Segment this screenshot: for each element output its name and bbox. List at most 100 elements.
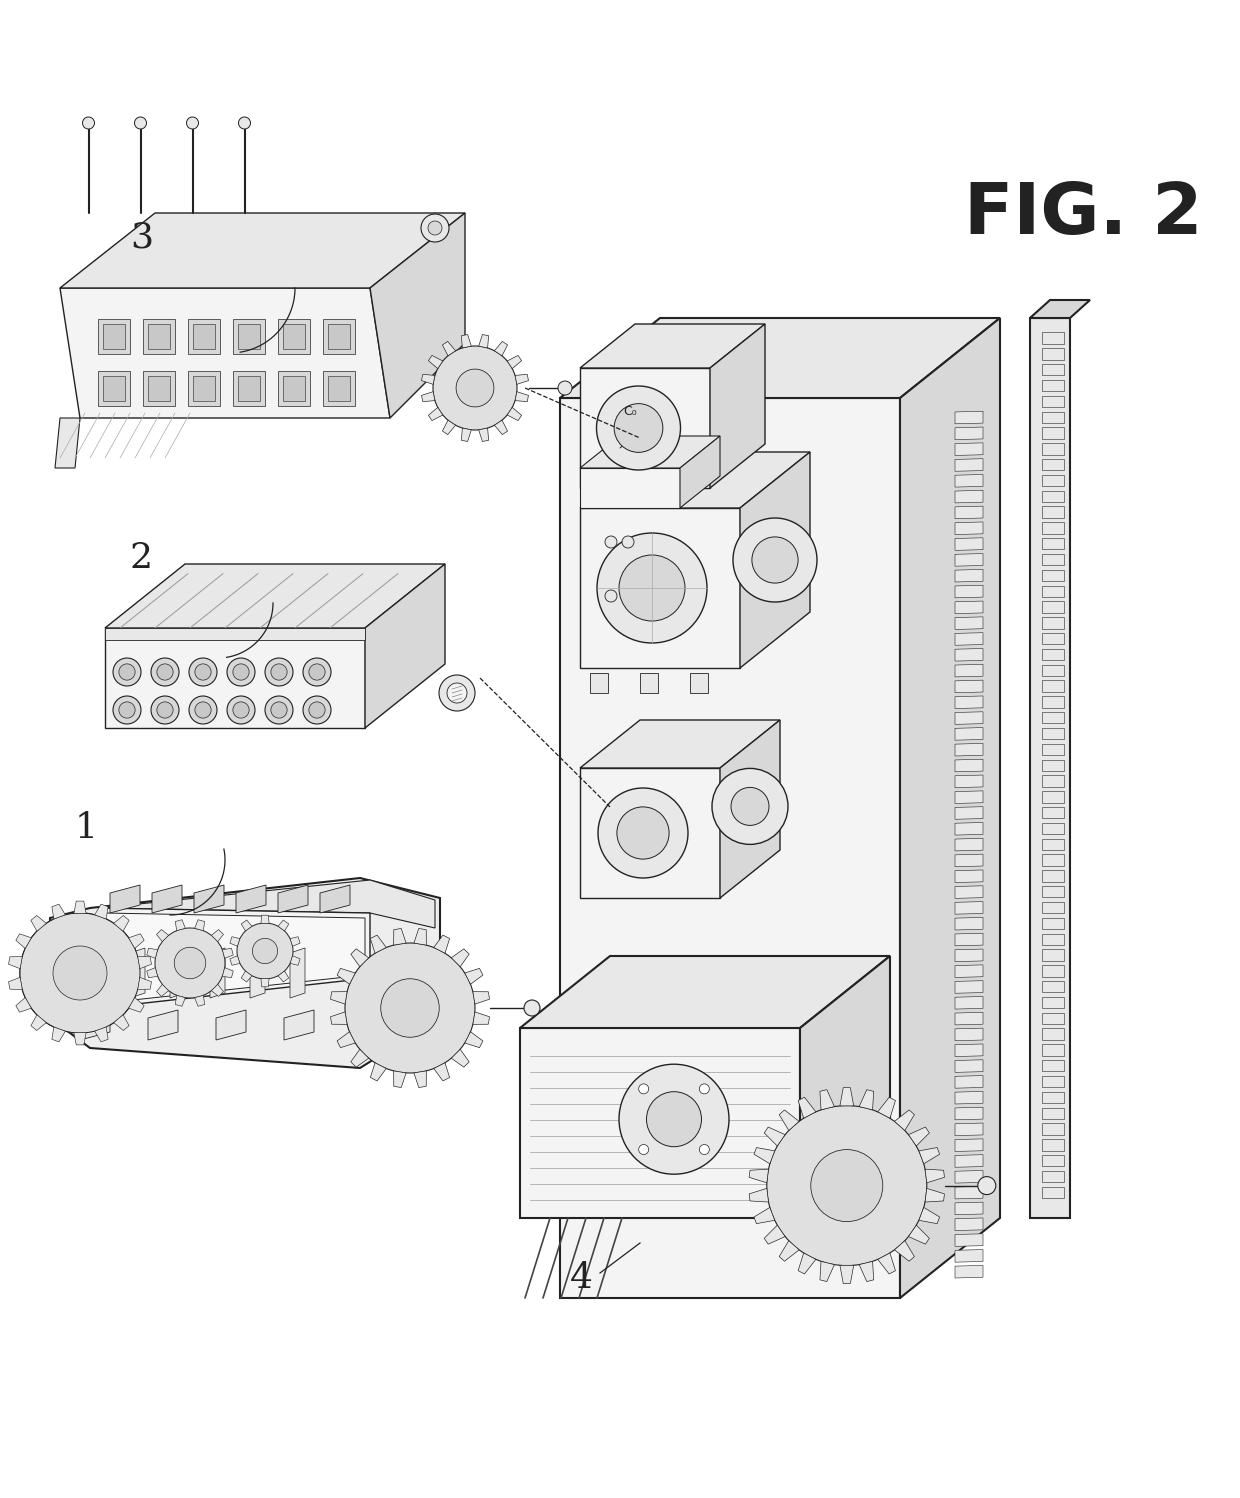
Text: 4: 4 bbox=[570, 1261, 593, 1294]
Polygon shape bbox=[909, 1225, 930, 1245]
Circle shape bbox=[155, 927, 224, 998]
Polygon shape bbox=[98, 372, 130, 406]
Polygon shape bbox=[143, 319, 175, 354]
Polygon shape bbox=[1042, 680, 1064, 692]
Polygon shape bbox=[290, 936, 300, 947]
Circle shape bbox=[428, 222, 441, 235]
Polygon shape bbox=[955, 1092, 983, 1104]
Polygon shape bbox=[100, 908, 370, 1008]
Polygon shape bbox=[955, 1013, 983, 1025]
Polygon shape bbox=[278, 372, 310, 406]
Polygon shape bbox=[236, 885, 267, 912]
Circle shape bbox=[237, 923, 293, 980]
Text: 1: 1 bbox=[74, 810, 98, 845]
Polygon shape bbox=[331, 992, 347, 1004]
Polygon shape bbox=[1042, 1155, 1064, 1167]
Polygon shape bbox=[371, 1062, 386, 1082]
Polygon shape bbox=[520, 956, 890, 1028]
Polygon shape bbox=[1042, 523, 1064, 533]
Polygon shape bbox=[1042, 506, 1064, 518]
Polygon shape bbox=[331, 1011, 347, 1025]
Polygon shape bbox=[105, 628, 365, 728]
Polygon shape bbox=[60, 213, 465, 288]
Polygon shape bbox=[250, 948, 265, 998]
Polygon shape bbox=[580, 436, 720, 467]
Polygon shape bbox=[146, 948, 157, 959]
Polygon shape bbox=[1042, 586, 1064, 596]
Polygon shape bbox=[479, 428, 489, 442]
Polygon shape bbox=[370, 213, 465, 418]
Circle shape bbox=[446, 683, 467, 703]
Polygon shape bbox=[955, 632, 983, 646]
Polygon shape bbox=[1042, 776, 1064, 786]
Polygon shape bbox=[233, 372, 265, 406]
Polygon shape bbox=[337, 1032, 355, 1047]
Polygon shape bbox=[955, 807, 983, 819]
Polygon shape bbox=[955, 822, 983, 834]
Polygon shape bbox=[955, 996, 983, 1010]
Polygon shape bbox=[422, 374, 435, 385]
Polygon shape bbox=[955, 1155, 983, 1167]
Polygon shape bbox=[955, 743, 983, 756]
Polygon shape bbox=[50, 878, 440, 1068]
Polygon shape bbox=[138, 957, 151, 969]
Polygon shape bbox=[1042, 348, 1064, 360]
Circle shape bbox=[195, 703, 211, 718]
Polygon shape bbox=[495, 419, 507, 434]
Circle shape bbox=[233, 664, 249, 680]
Polygon shape bbox=[955, 680, 983, 692]
Polygon shape bbox=[580, 721, 780, 768]
Polygon shape bbox=[1042, 965, 1064, 977]
Polygon shape bbox=[1042, 1029, 1064, 1040]
Polygon shape bbox=[515, 391, 528, 401]
Circle shape bbox=[345, 944, 475, 1073]
Polygon shape bbox=[955, 870, 983, 882]
Polygon shape bbox=[955, 1201, 983, 1215]
Polygon shape bbox=[1042, 996, 1064, 1008]
Polygon shape bbox=[1042, 791, 1064, 803]
Polygon shape bbox=[479, 334, 489, 348]
Polygon shape bbox=[1042, 822, 1064, 834]
Polygon shape bbox=[1042, 569, 1064, 581]
Polygon shape bbox=[580, 508, 740, 668]
Polygon shape bbox=[955, 569, 983, 583]
Circle shape bbox=[598, 788, 688, 878]
Polygon shape bbox=[520, 1028, 800, 1218]
Circle shape bbox=[113, 697, 141, 724]
Polygon shape bbox=[900, 318, 999, 1297]
Circle shape bbox=[303, 697, 331, 724]
Circle shape bbox=[639, 1085, 649, 1094]
Polygon shape bbox=[98, 319, 130, 354]
Polygon shape bbox=[337, 968, 355, 984]
Polygon shape bbox=[1042, 933, 1064, 945]
Circle shape bbox=[151, 697, 179, 724]
Polygon shape bbox=[81, 1010, 110, 1040]
Polygon shape bbox=[1042, 918, 1064, 929]
Polygon shape bbox=[188, 319, 219, 354]
Polygon shape bbox=[238, 324, 260, 349]
Circle shape bbox=[558, 380, 572, 395]
Polygon shape bbox=[580, 768, 720, 897]
Polygon shape bbox=[955, 443, 983, 455]
Polygon shape bbox=[955, 1059, 983, 1073]
Polygon shape bbox=[105, 912, 365, 1004]
Text: 3: 3 bbox=[130, 222, 153, 255]
Polygon shape bbox=[1042, 617, 1064, 629]
Circle shape bbox=[233, 703, 249, 718]
Polygon shape bbox=[560, 318, 999, 398]
Polygon shape bbox=[1042, 333, 1064, 345]
Polygon shape bbox=[955, 521, 983, 535]
Polygon shape bbox=[580, 467, 680, 508]
Circle shape bbox=[53, 947, 107, 1001]
Polygon shape bbox=[148, 376, 170, 401]
Polygon shape bbox=[278, 885, 308, 912]
Polygon shape bbox=[100, 879, 435, 927]
Polygon shape bbox=[1042, 1171, 1064, 1182]
Polygon shape bbox=[211, 984, 223, 996]
Circle shape bbox=[151, 658, 179, 686]
Polygon shape bbox=[371, 935, 386, 953]
Polygon shape bbox=[434, 935, 450, 953]
Circle shape bbox=[751, 536, 799, 583]
Circle shape bbox=[619, 554, 684, 622]
Polygon shape bbox=[955, 1218, 983, 1230]
